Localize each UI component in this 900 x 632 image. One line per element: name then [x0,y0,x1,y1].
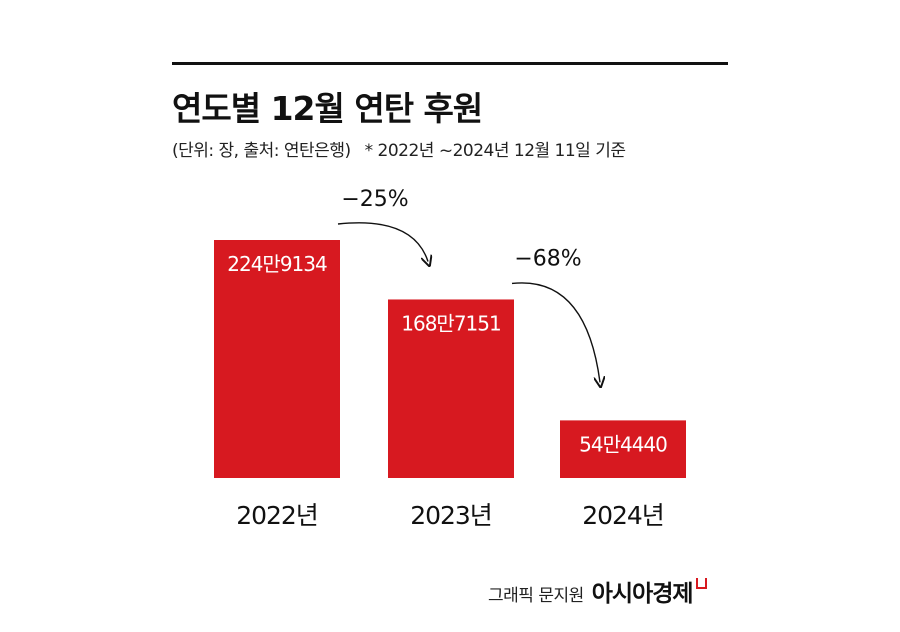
change-arrow-2 [511,282,600,382]
date-note: * 2022년 ~2024년 12월 11일 기준 [364,141,626,161]
category-label-1: 2022년 [236,501,318,530]
graphic-credit: 그래픽 문지원 [488,586,584,606]
bar-value-label-1: 224만9134 [227,252,327,276]
brand-mark-icon [695,578,707,589]
change-label-1: −25% [341,187,408,212]
change-arrow-1 [337,222,428,262]
bar-value-label-3: 54만4440 [579,432,667,456]
brand-logo: 아시아경제 [591,581,694,607]
chart-subtitle: (단위: 장, 출처: 연탄은행) * 2022년 ~2024년 12월 11일 … [172,136,626,161]
unit-source-label: (단위: 장, 출처: 연탄은행) [172,141,351,161]
footer: 그래픽 문지원 아시아경제 [488,574,707,608]
bar-3 [560,420,686,478]
bar-2 [388,299,514,478]
category-label-3: 2024년 [582,501,664,530]
bar-value-label-2: 168만7151 [401,311,500,335]
change-label-2: −68% [514,246,581,271]
bar-1 [214,240,340,478]
top-rule [172,62,728,65]
chart-title: 연도별 12월 연탄 후원 [172,89,483,128]
category-label-2: 2023년 [410,501,492,530]
